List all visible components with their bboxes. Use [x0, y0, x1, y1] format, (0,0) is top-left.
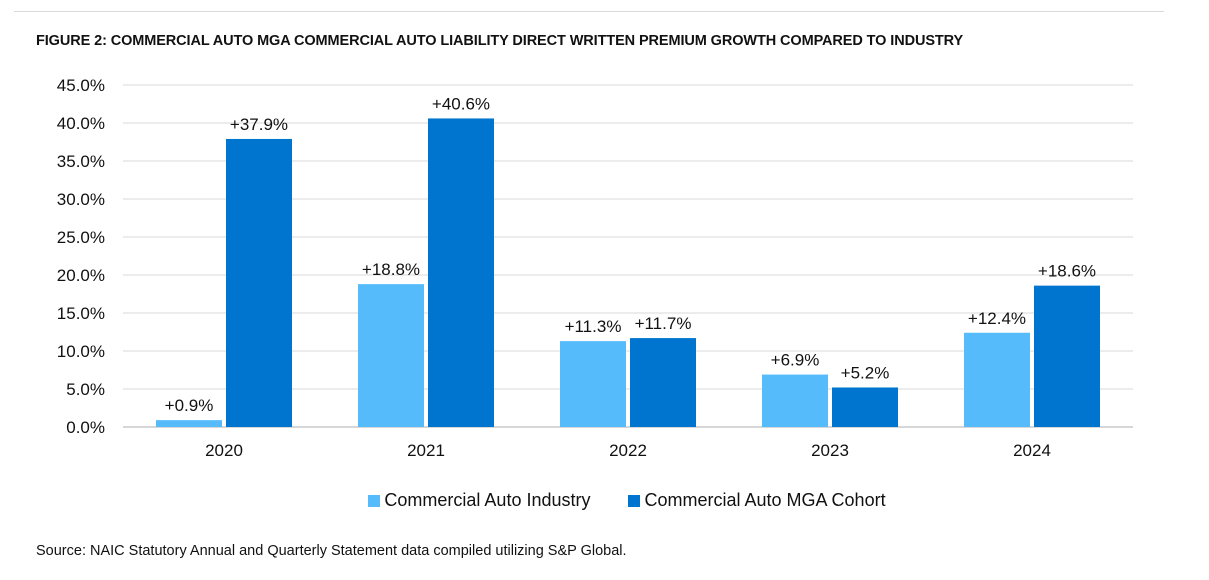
y-tick-label: 0.0% — [66, 418, 105, 437]
y-tick-label: 5.0% — [66, 380, 105, 399]
data-label: +12.4% — [968, 309, 1026, 328]
data-label: +5.2% — [841, 363, 890, 382]
y-tick-label: 25.0% — [57, 228, 105, 247]
legend-swatch-mga-cohort — [628, 494, 641, 507]
data-label: +11.7% — [635, 314, 692, 333]
bar-chart: 0.0% 5.0% 10.0% 15.0% 20.0% 25.0% 30.0% 35.0% 40… — [57, 76, 1133, 460]
y-tick-label: 15.0% — [57, 304, 105, 323]
bar-mga-cohort-2024 — [1034, 285, 1100, 427]
y-tick-label: 45.0% — [57, 76, 105, 95]
bar-industry-2022 — [560, 341, 626, 427]
legend-label-mga-cohort: Commercial Auto MGA Cohort — [644, 490, 886, 510]
chart-title: FIGURE 2: COMMERCIAL AUTO MGA COMMERCIAL… — [36, 33, 964, 49]
data-label: +37.9% — [230, 115, 288, 134]
x-tick-label: 2021 — [407, 441, 445, 460]
bar-mga-cohort-2022 — [630, 338, 696, 427]
x-tick-label: 2020 — [205, 441, 243, 460]
data-label: +40.6% — [432, 94, 490, 113]
y-tick-label: 20.0% — [57, 266, 105, 285]
y-tick-label: 35.0% — [57, 152, 105, 171]
bar-industry-2020 — [156, 420, 222, 427]
legend: Commercial Auto Industry Commercial Auto… — [0, 490, 1209, 511]
legend-item-industry: Commercial Auto Industry — [368, 490, 590, 511]
x-tick-label: 2024 — [1013, 441, 1051, 460]
y-tick-label: 30.0% — [57, 190, 105, 209]
data-label: +18.6% — [1038, 262, 1096, 281]
data-label: +6.9% — [771, 351, 820, 370]
data-label: +0.9% — [165, 396, 214, 415]
legend-label-industry: Commercial Auto Industry — [384, 490, 591, 510]
bar-industry-2021 — [358, 284, 424, 427]
data-label: +18.8% — [362, 260, 420, 279]
bar-mga-cohort-2021 — [428, 118, 494, 427]
y-tick-label: 40.0% — [57, 114, 105, 133]
data-labels: +0.9% +37.9% +18.8% +40.6% +11.3% +11.7% +6.9%… — [165, 94, 1096, 415]
x-tick-label: 2022 — [609, 441, 647, 460]
x-axis-ticks: 2020 2021 2022 2023 2024 — [205, 441, 1051, 460]
bar-industry-2023 — [762, 374, 828, 427]
legend-item-mga-cohort: Commercial Auto MGA Cohort — [628, 490, 886, 511]
x-tick-label: 2023 — [811, 441, 849, 460]
source-note: Source: NAIC Statutory Annual and Quarte… — [36, 543, 627, 559]
bar-mga-cohort-2023 — [832, 387, 898, 427]
data-label: +11.3% — [565, 317, 622, 336]
bar-mga-cohort-2020 — [226, 138, 292, 427]
y-axis-ticks: 0.0% 5.0% 10.0% 15.0% 20.0% 25.0% 30.0% 35.0% 40… — [57, 76, 105, 437]
legend-swatch-industry — [368, 494, 381, 507]
bars — [156, 118, 1100, 427]
y-tick-label: 10.0% — [57, 342, 105, 361]
bar-industry-2024 — [964, 332, 1030, 427]
top-divider — [14, 11, 1164, 12]
